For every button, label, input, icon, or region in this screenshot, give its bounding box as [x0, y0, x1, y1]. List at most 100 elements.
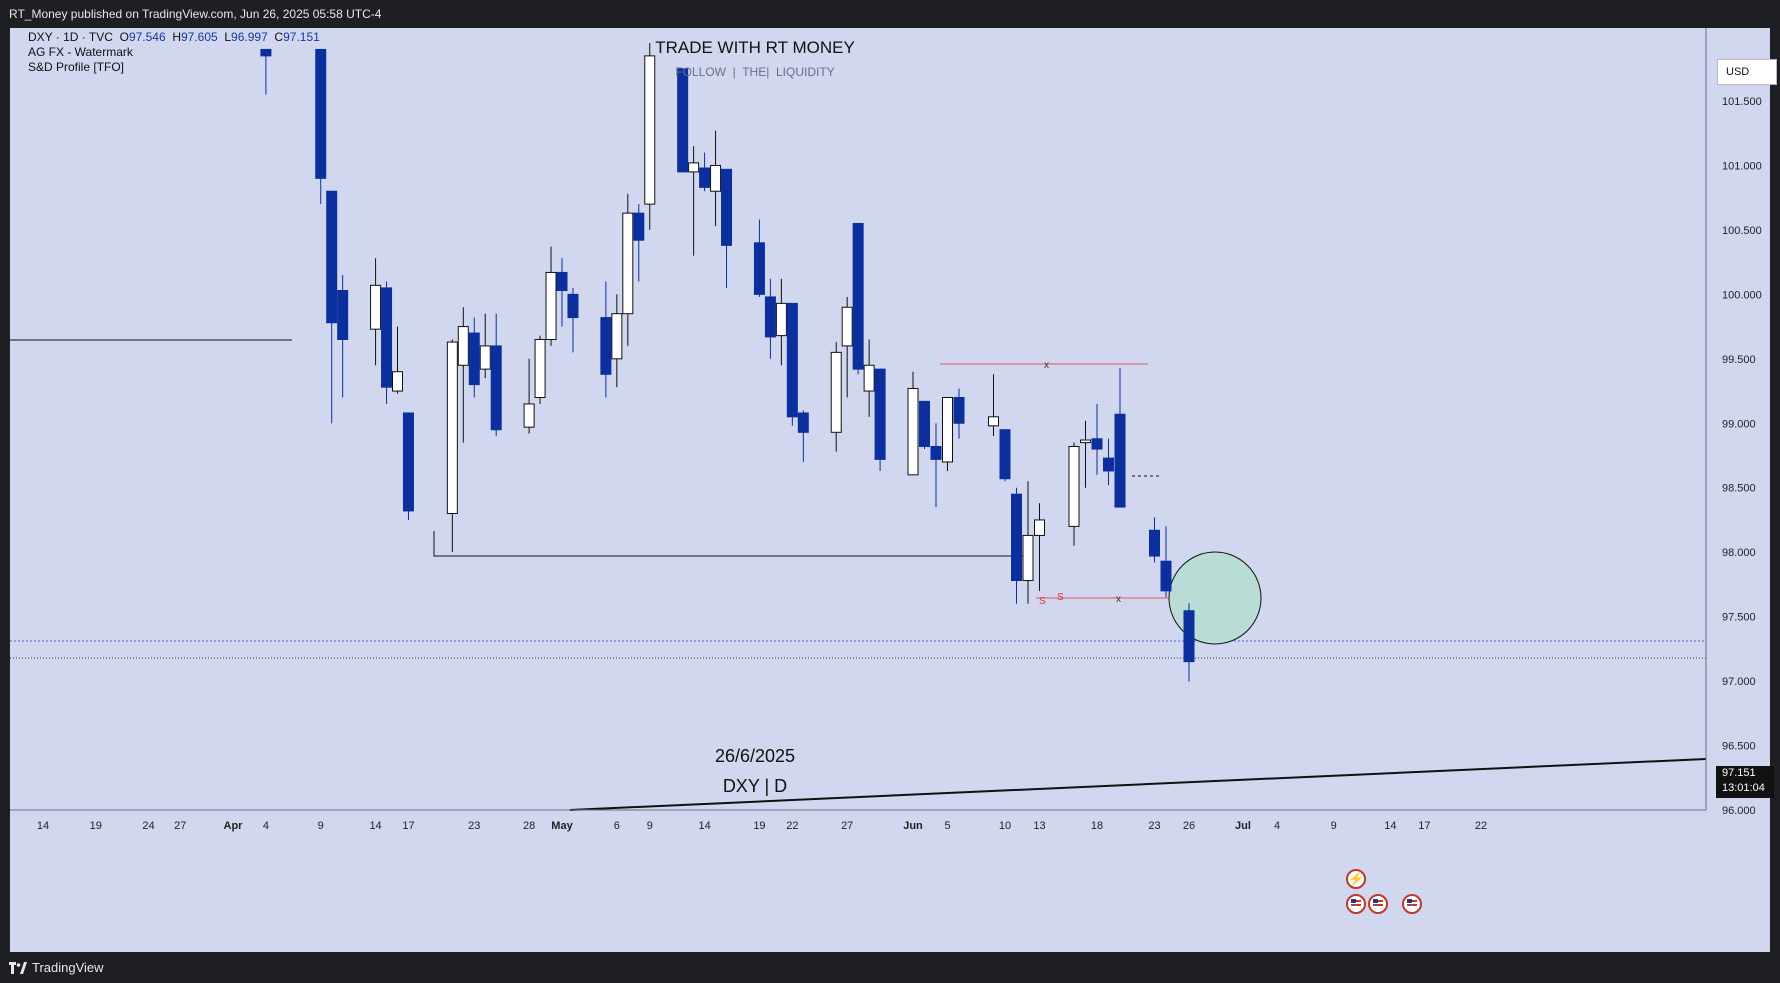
candle-body — [633, 212, 645, 241]
us-flag-event-icon[interactable] — [1368, 894, 1388, 914]
time-tick-label: Jun — [903, 820, 923, 832]
candle-body — [919, 400, 930, 447]
bearish-candle — [326, 190, 338, 424]
time-tick-label: May — [551, 820, 573, 832]
candle-body — [775, 302, 787, 337]
legend-high: 97.605 — [180, 30, 218, 44]
candle-body — [337, 289, 349, 340]
candle-body — [1114, 413, 1126, 508]
us-flag-event-icon[interactable] — [1346, 894, 1366, 914]
candle-body — [764, 296, 776, 338]
candle-body — [999, 429, 1011, 480]
time-tick-label: 24 — [142, 820, 154, 832]
currency-button[interactable]: USD — [1717, 59, 1777, 85]
legend-high-label: H — [172, 30, 181, 44]
candle-body — [556, 271, 568, 291]
bullish-candle — [534, 335, 546, 404]
price-tick-label: 101.000 — [1722, 160, 1762, 172]
chart-frame[interactable]: 101.500 101.000 100.500 100.000 99.500 99.000… — [10, 28, 1777, 963]
bearish-candle — [337, 275, 349, 398]
time-tick-label: 27 — [174, 820, 186, 832]
candle-body — [1034, 519, 1045, 536]
s-mark-2: S — [1057, 592, 1064, 603]
bearish-candle — [874, 368, 886, 471]
bearish-candle — [753, 219, 765, 297]
candle-body — [402, 412, 414, 512]
candle-body — [852, 222, 864, 370]
time-tick-label: 6 — [614, 820, 620, 832]
time-tick-label: 17 — [1418, 820, 1430, 832]
candle-body — [457, 326, 469, 366]
bearish-candle — [786, 302, 798, 426]
bullish-candle — [644, 42, 656, 230]
candle-body — [392, 371, 403, 392]
candle-body — [468, 332, 480, 386]
candle-body — [830, 351, 842, 433]
time-tick-label: 14 — [369, 820, 381, 832]
time-tick-label: 10 — [999, 820, 1011, 832]
candle-body — [953, 396, 965, 424]
bullish-candle — [907, 371, 919, 476]
candle-body — [1011, 493, 1022, 582]
bearish-candle — [1011, 487, 1022, 604]
legend-ohlc[interactable]: DXY · 1D · TVC O97.546 H97.605 L96.997 C… — [28, 30, 320, 44]
time-tick-label: 9 — [318, 820, 324, 832]
candles-layer — [260, 42, 1195, 682]
candle-body — [490, 345, 502, 431]
bullish-candle — [622, 193, 634, 346]
legend-indicator-watermark[interactable]: AG FX - Watermark — [28, 45, 133, 59]
bullish-candle — [830, 342, 842, 452]
candle-body — [841, 306, 853, 347]
candle-body — [942, 396, 953, 463]
time-tick-label: 14 — [698, 820, 710, 832]
time-tick-label: 19 — [90, 820, 102, 832]
symbol-annotation: DXY | D — [723, 776, 787, 796]
bearish-candle — [1149, 517, 1160, 563]
candle-body — [753, 242, 765, 295]
bearish-candle — [699, 152, 711, 192]
candle-body — [315, 48, 327, 179]
footer-bar: TradingView — [0, 952, 1780, 983]
bullish-candle — [479, 313, 491, 379]
target-circle — [1168, 551, 1262, 645]
bearish-candle — [797, 410, 809, 462]
legend-symbol: DXY · 1D · TVC — [28, 30, 113, 44]
candle-body — [721, 168, 733, 246]
candle-body — [677, 68, 689, 173]
time-tick-label: 9 — [1331, 820, 1337, 832]
bearish-candle — [1091, 403, 1103, 475]
bullish-candle — [611, 294, 623, 388]
time-tick-label: 18 — [1091, 820, 1103, 832]
candle-body — [863, 364, 875, 392]
x-mark-top: x — [1044, 360, 1049, 371]
us-flag-event-icon[interactable] — [1402, 894, 1422, 914]
lightning-event-icon[interactable]: ⚡ — [1346, 869, 1366, 889]
bearish-candle — [721, 168, 733, 288]
bullish-candle — [457, 307, 469, 443]
candle-body — [523, 403, 535, 428]
candlestick-chart[interactable]: 101.500 101.000 100.500 100.000 99.500 99.000… — [10, 28, 1770, 952]
tradingview-logo[interactable]: TradingView — [9, 952, 104, 983]
candle-body — [260, 48, 272, 57]
time-tick-label: 4 — [263, 820, 269, 832]
tradingview-logo-icon — [9, 961, 27, 974]
watermark-title: TRADE WITH RT MONEY — [655, 38, 855, 57]
legend-indicator-sd-profile[interactable]: S&D Profile [TFO] — [28, 60, 125, 74]
drawings-layer — [10, 339, 1707, 811]
candle-body — [699, 167, 711, 188]
legend-close: 97.151 — [283, 30, 320, 44]
bullish-candle — [775, 278, 787, 366]
bearish-candle — [402, 412, 414, 520]
time-tick-label: 23 — [1148, 820, 1160, 832]
bullish-candle — [841, 296, 853, 398]
bullish-candle — [392, 326, 403, 394]
time-tick-label: 14 — [37, 820, 49, 832]
candle-body — [786, 302, 798, 418]
candle-body — [874, 368, 886, 460]
legend-low-label: L — [224, 30, 232, 44]
bullish-candle — [1068, 442, 1080, 546]
price-tick-label: 98.500 — [1722, 483, 1756, 495]
candle-body — [1080, 439, 1091, 444]
bearish-candle — [468, 317, 480, 398]
candle-body — [1103, 457, 1114, 472]
